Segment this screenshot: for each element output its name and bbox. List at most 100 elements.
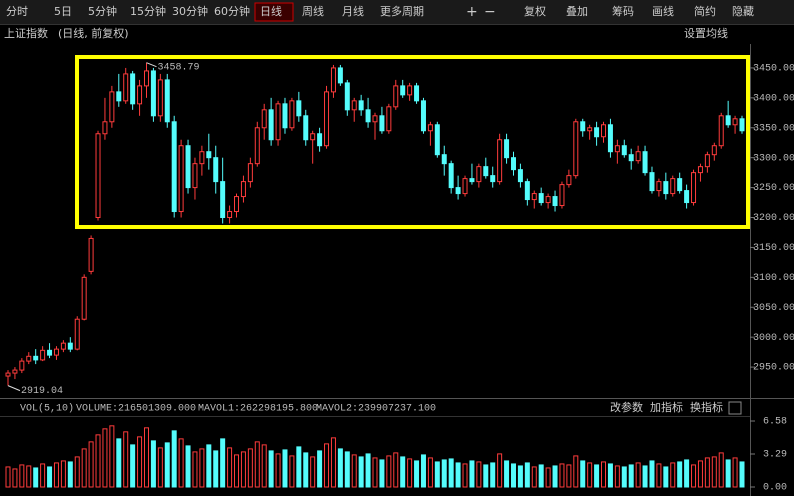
candle-body [150, 70, 156, 117]
zoom-out[interactable]: − [484, 4, 496, 20]
candle-body [559, 184, 565, 207]
toolbar-button[interactable]: 30分钟 [172, 4, 208, 18]
volume-bar [427, 457, 433, 488]
candle-body [414, 85, 420, 102]
close-button[interactable] [728, 401, 742, 415]
candle-body [628, 154, 634, 162]
volume-bar [718, 452, 724, 488]
volume-bar [164, 442, 170, 488]
candle-body [26, 355, 32, 362]
volume-bar [351, 454, 357, 488]
candle-body [739, 118, 745, 132]
candle-body [40, 349, 46, 361]
candle-body [12, 369, 18, 374]
candle-body [427, 124, 433, 132]
volume-bar [663, 466, 669, 488]
candle-body [296, 100, 302, 117]
candle-body [704, 154, 710, 168]
volume-bar [199, 448, 205, 488]
settings-button[interactable]: 设置均线 [684, 26, 728, 40]
toolbar-button[interactable]: 更多周期 [380, 4, 424, 18]
candle-body [684, 190, 690, 204]
y-tick-label: 2950.00 [753, 363, 794, 374]
volume-bar [337, 448, 343, 488]
volume-bar [524, 462, 530, 488]
volume-bar [310, 456, 316, 488]
y-tick-label: 3400.00 [753, 93, 794, 104]
candle-body [601, 124, 607, 138]
candle-body [386, 106, 392, 132]
candle-body [81, 276, 87, 320]
volume-bar [74, 456, 80, 488]
toolbar-button[interactable]: 画线 [652, 4, 674, 18]
candle-body [434, 124, 440, 156]
volume-bar [261, 444, 267, 488]
volume-bar [448, 458, 454, 488]
toolbar-button[interactable]: 周线 [302, 4, 324, 18]
volume-bar [414, 460, 420, 488]
candle-body [607, 124, 613, 153]
y-tick-label: 3200.00 [753, 213, 794, 224]
volume-bar [462, 463, 468, 488]
readout: MAVOL2:239907237.100 [316, 404, 436, 415]
volume-bar [330, 437, 336, 488]
candle-body [538, 193, 544, 204]
candle-body [725, 115, 731, 126]
volume-bar [649, 460, 655, 488]
indicator-button[interactable]: 改参数 [610, 400, 643, 414]
toolbar-button[interactable]: 15分钟 [130, 4, 166, 18]
volume-bar [60, 460, 66, 488]
candle-body [199, 151, 205, 165]
candle-body [732, 118, 738, 126]
volume-bar [150, 440, 156, 488]
toolbar-button[interactable]: 叠加 [566, 5, 588, 18]
zoom-in[interactable]: + [466, 4, 478, 20]
toolbar-button[interactable]: 60分钟 [214, 4, 250, 18]
candle-body [566, 175, 572, 186]
toolbar-button[interactable]: 复权 [524, 4, 546, 18]
toolbar-button[interactable]: 简约 [694, 4, 716, 18]
volume-bar [483, 464, 489, 488]
y-tick-label: 3150.00 [753, 243, 794, 254]
candle-body [310, 133, 316, 141]
toolbar-button[interactable]: 筹码 [612, 4, 634, 18]
candle-body [60, 342, 66, 350]
indicator-button[interactable]: 加指标 [650, 400, 683, 414]
candle-body [192, 163, 198, 189]
candle-body [462, 178, 468, 195]
volume-bar [441, 459, 447, 488]
candle-body [718, 115, 724, 147]
candle-body [483, 166, 489, 177]
volume-bar [296, 446, 302, 488]
candle-body [649, 172, 655, 192]
toolbar-button[interactable]: 隐藏 [732, 5, 754, 18]
candle-body [102, 121, 108, 135]
candle-body [635, 151, 641, 162]
candle-body [143, 70, 149, 87]
toolbar-button[interactable]: 月线 [342, 4, 364, 18]
toolbar-button[interactable]: 5分钟 [88, 4, 117, 18]
volume-bar [691, 464, 697, 488]
toolbar-button[interactable]: 分时 [6, 5, 28, 18]
candle-body [358, 100, 364, 111]
candle-body [510, 157, 516, 171]
volume-bar [95, 434, 101, 488]
volume-bar [365, 453, 371, 488]
candle-body [531, 193, 537, 201]
volume-bar [282, 449, 288, 488]
toolbar-button[interactable]: 日线 [260, 4, 282, 18]
candle-body [171, 121, 177, 213]
candle-body [407, 85, 413, 96]
candle-body [504, 139, 510, 159]
indicator-button[interactable]: 换指标 [690, 400, 723, 414]
toolbar-button[interactable]: 5日 [54, 5, 72, 18]
candle-body [178, 145, 184, 213]
high-label: 3458.79 [157, 62, 199, 73]
candle-body [614, 145, 620, 153]
volume-bar [130, 444, 136, 488]
y-tick-label: 3300.00 [753, 153, 794, 164]
readout: MAVOL1:262298195.800 [198, 404, 318, 415]
chart-title: 上证指数 [4, 26, 48, 40]
candle-body [697, 166, 703, 174]
candle-body [157, 79, 163, 117]
